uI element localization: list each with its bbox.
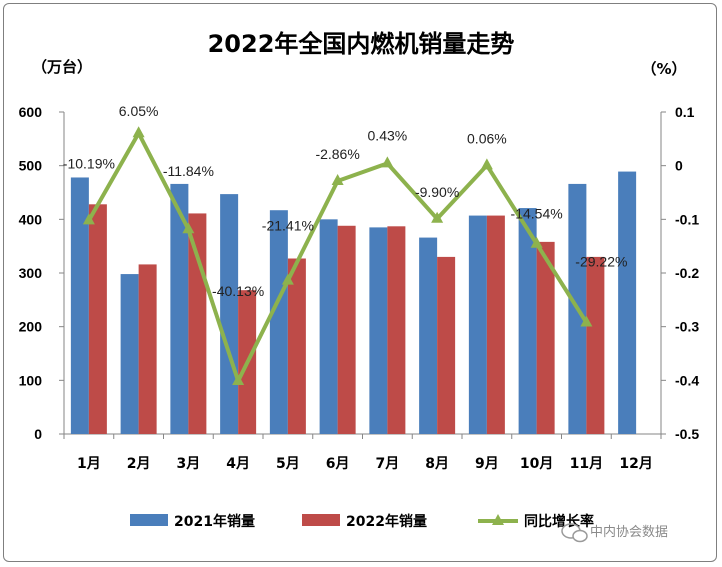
left-axis-unit: （万台）	[32, 58, 92, 76]
growth-rate-point	[82, 213, 95, 225]
left-tick-label: 300	[19, 265, 43, 281]
bar-2022	[437, 256, 456, 434]
bar-2021	[70, 177, 89, 434]
x-tick-label: 4月	[226, 456, 250, 472]
bar-2022	[586, 256, 605, 434]
bar-2022	[138, 264, 157, 434]
growth-rate-data-label: 0.43%	[368, 127, 408, 143]
bar-2022	[536, 241, 555, 434]
wechat-icon	[561, 523, 588, 543]
left-tick-label: 0	[34, 426, 42, 442]
right-tick-label: 0.1	[675, 104, 695, 120]
bar-2022	[337, 225, 356, 434]
growth-rate-point	[182, 222, 195, 234]
legend-swatch	[302, 514, 340, 526]
bar-2022	[287, 258, 306, 434]
legend-swatch	[130, 514, 168, 526]
chart-title: 2022年全国内燃机销量走势	[208, 30, 515, 58]
growth-rate-data-label: -10.19%	[63, 155, 115, 171]
bar-2021	[269, 210, 288, 434]
x-tick-label: 8月	[425, 456, 449, 472]
bar-2021	[618, 171, 637, 434]
x-tick-label: 6月	[326, 456, 350, 472]
bar-2021	[518, 208, 537, 434]
legend-label: 2021年销量	[174, 513, 255, 530]
left-tick-label: 200	[19, 319, 43, 335]
right-tick-label: 0	[675, 158, 683, 174]
growth-rate-point	[331, 174, 344, 186]
x-tick-label: 7月	[376, 456, 400, 472]
x-tick-label: 10月	[520, 456, 553, 472]
growth-rate-data-label: 0.06%	[467, 130, 507, 146]
bar-2022	[486, 215, 505, 434]
right-tick-label: -0.5	[675, 426, 699, 442]
watermark-text: 中内协会数据	[590, 524, 668, 540]
right-tick-label: -0.2	[675, 265, 699, 281]
x-tick-label: 11月	[570, 456, 603, 472]
right-tick-label: -0.1	[675, 211, 699, 227]
growth-rate-data-label: 6.05%	[119, 103, 159, 119]
growth-rate-data-label: -2.86%	[315, 146, 359, 162]
right-axis-unit: （%）	[641, 60, 686, 78]
left-tick-label: 100	[19, 372, 43, 388]
growth-rate-data-label: -40.13%	[212, 283, 264, 299]
legend-label: 2022年销量	[346, 513, 427, 530]
x-tick-label: 1月	[77, 456, 101, 472]
right-tick-label: -0.3	[675, 319, 699, 335]
growth-rate-point	[132, 126, 145, 138]
bar-2021	[120, 274, 139, 434]
bar-2021	[369, 227, 388, 434]
growth-rate-data-label: -21.41%	[262, 218, 314, 234]
growth-rate-point	[431, 211, 444, 223]
growth-rate-data-label: -9.90%	[415, 184, 459, 200]
bar-2021	[468, 215, 487, 434]
growth-rate-point	[232, 374, 245, 386]
bar-2021	[419, 237, 438, 434]
x-tick-label: 12月	[619, 456, 652, 472]
left-tick-label: 500	[19, 158, 43, 174]
growth-rate-point	[281, 273, 294, 285]
bar-2022	[88, 204, 107, 434]
bar-2021	[319, 219, 338, 434]
growth-rate-data-label: -11.84%	[163, 163, 214, 179]
bar-2021	[170, 183, 189, 434]
bar-2021	[220, 194, 239, 434]
x-tick-label: 2月	[127, 456, 151, 472]
growth-rate-data-label: -29.22%	[575, 253, 627, 269]
right-tick-label: -0.4	[675, 372, 699, 388]
bar-2022	[188, 213, 207, 434]
growth-rate-point	[480, 158, 493, 170]
bar-2022	[387, 226, 406, 434]
legend: 2021年销量 2022年销量 同比增长率	[130, 513, 594, 530]
growth-rate-point	[580, 315, 593, 327]
growth-rate-point	[530, 236, 543, 248]
growth-rate-data-label: -14.54%	[511, 206, 563, 222]
x-tick-label: 9月	[475, 456, 499, 472]
legend-marker	[492, 514, 504, 525]
x-tick-label: 5月	[276, 456, 300, 472]
growth-rate-point	[381, 156, 394, 168]
legend-label: 同比增长率	[524, 513, 594, 530]
x-tick-label: 3月	[177, 456, 201, 472]
left-tick-label: 400	[19, 211, 43, 227]
left-tick-label: 600	[19, 104, 43, 120]
